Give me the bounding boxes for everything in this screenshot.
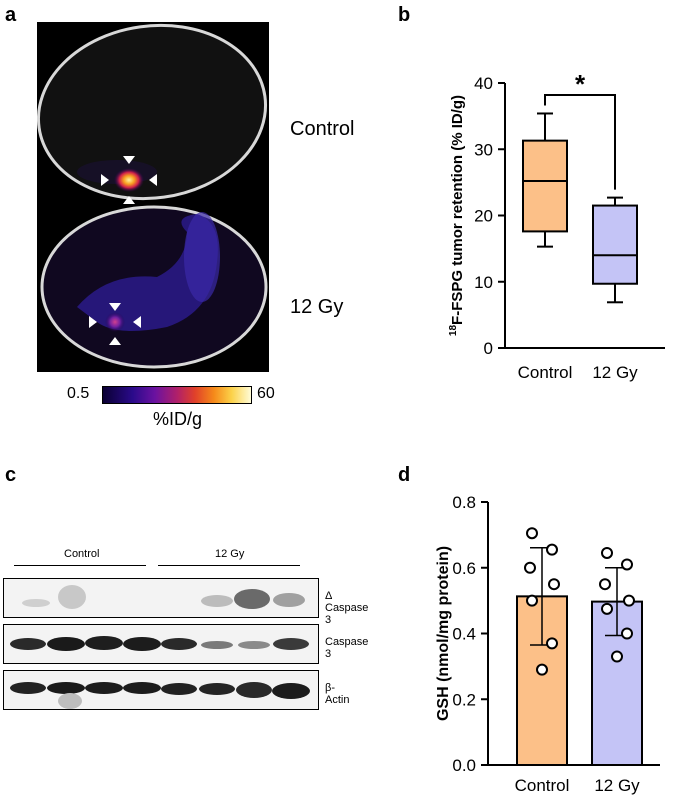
blot-strip-actin: [3, 670, 319, 710]
d-data-point: [546, 543, 558, 556]
b-ytick-label: 20: [474, 207, 493, 226]
12gy-group-line: [158, 565, 300, 566]
pet-image: [37, 22, 269, 372]
b-box-0: [522, 139, 568, 233]
b-box-1: [592, 204, 638, 285]
d-ytick-label: 0.6: [452, 559, 476, 578]
b-ylabel-text: F-FSPG tumor retention (% ID/g): [449, 95, 466, 325]
band-actin: β-Actin: [325, 682, 350, 706]
colorbar-max: 60: [257, 385, 275, 402]
d-data-point: [536, 663, 548, 676]
d-data-point: [621, 627, 633, 640]
b-ytick-label: 40: [474, 74, 493, 93]
d-data-point: [601, 602, 613, 615]
blot-strip-cleaved-caspase: [3, 578, 319, 618]
b-ylabel-superscript: 18: [448, 325, 459, 337]
control-group-line: [14, 565, 146, 566]
western-blot: Control 12 Gy Δ Caspase 3 Caspase 3: [0, 545, 368, 765]
panel-letter-d: d: [398, 464, 411, 486]
bar-chart: 0.0 0.2 0.4 0.6 0.8 GSH (nmol/mg protein) Cont…: [435, 493, 660, 795]
d-data-point: [526, 594, 538, 607]
label-control: Control: [290, 118, 355, 140]
colorbar-min: 0.5: [67, 385, 90, 402]
d-data-point: [611, 650, 623, 663]
control-tumor-hotspot: [114, 168, 144, 192]
panel-letter-b: b: [398, 4, 411, 26]
d-data-point: [601, 546, 613, 559]
b-significance-bracket: [544, 94, 616, 190]
panel-letter-a: a: [5, 4, 17, 26]
b-xtick-label: 12 Gy: [592, 363, 638, 382]
band-caspase: Caspase 3: [325, 636, 369, 660]
d-data-point: [526, 527, 538, 540]
b-ytick-label: 10: [474, 273, 493, 292]
d-xtick-label: Control: [515, 776, 570, 795]
band-cleaved-caspase: Δ Caspase 3: [325, 590, 369, 626]
d-data-point: [524, 561, 536, 574]
d-ytick-label: 0.2: [452, 690, 476, 709]
b-ylabel: 18F-FSPG tumor retention (% ID/g): [448, 95, 466, 336]
upper-body-outline: [37, 23, 268, 201]
label-12gy: 12 Gy: [290, 296, 344, 318]
d-data-point: [623, 594, 635, 607]
panel-letter-c: c: [5, 464, 17, 486]
blot-group-12gy: 12 Gy: [215, 548, 245, 560]
d-ytick-label: 0.8: [452, 493, 476, 512]
blot-group-control: Control: [64, 548, 100, 560]
colorbar-unit: %ID/g: [153, 409, 203, 429]
b-ytick-label: 30: [474, 140, 493, 159]
treated-tumor-hotspot: [105, 312, 125, 332]
d-ytick-label: 0.4: [452, 625, 476, 644]
b-significance-star: *: [575, 69, 586, 99]
d-xtick-label: 12 Gy: [594, 776, 640, 795]
d-data-point: [599, 578, 611, 591]
d-data-point: [621, 558, 633, 571]
blot-strip-caspase: [3, 624, 319, 664]
b-ytick-label: 0: [484, 339, 493, 358]
box-plot: 0 10 20 30 40 18F-FSPG tumor retention (% ID/…: [448, 69, 665, 382]
d-data-point: [546, 637, 558, 650]
colorbar: [102, 386, 252, 404]
b-xtick-label: Control: [518, 363, 573, 382]
d-ylabel: GSH (nmol/mg protein): [435, 546, 452, 721]
d-ytick-label: 0.0: [452, 756, 476, 775]
d-data-point: [548, 578, 560, 591]
